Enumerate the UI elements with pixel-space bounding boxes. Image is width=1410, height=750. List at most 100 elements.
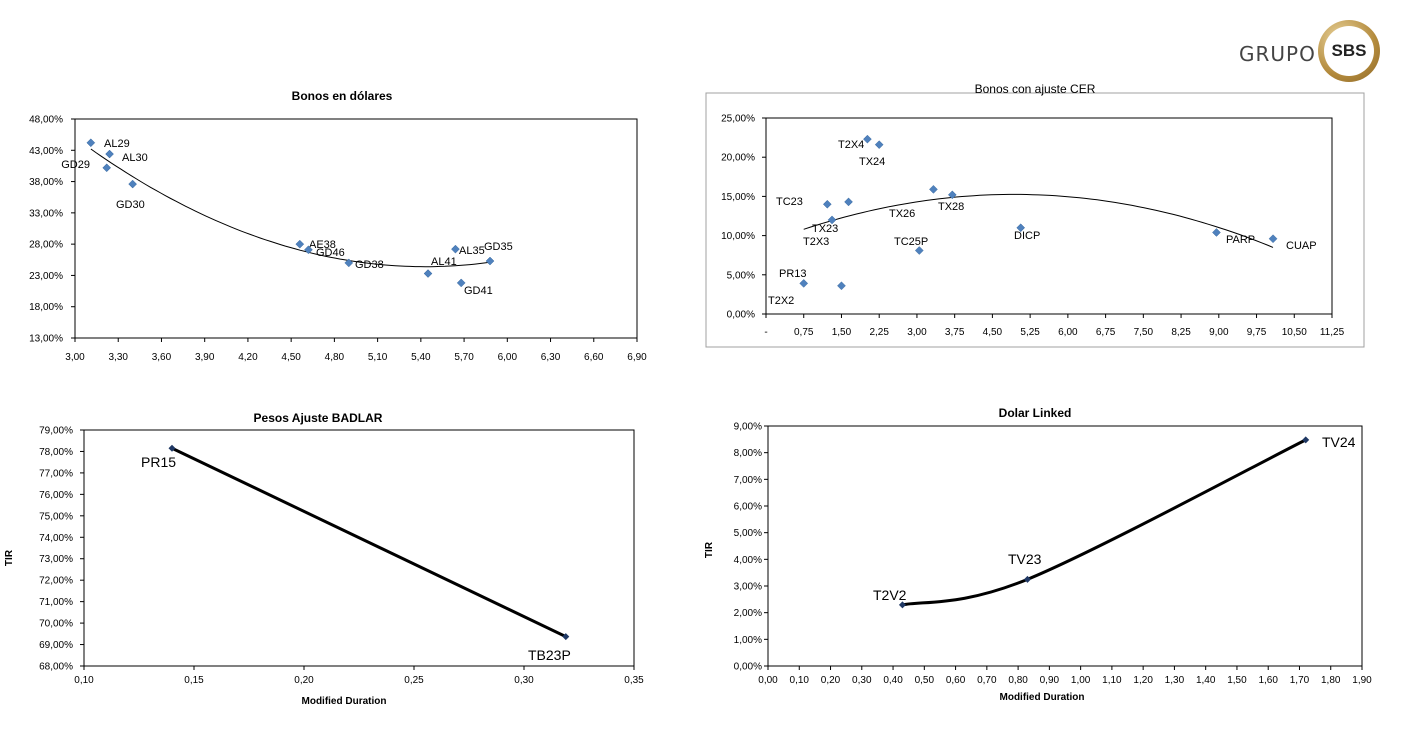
data-point-gd30	[128, 179, 137, 189]
x-tick-label: 6,00	[1058, 327, 1078, 338]
x-tick-label: 0,00	[758, 675, 778, 686]
data-label-ae38: AE38	[309, 239, 336, 251]
y-tick-label: 74,00%	[39, 533, 73, 544]
logo-badge: SBS	[1324, 26, 1374, 76]
y-tick-label: 20,00%	[721, 153, 755, 164]
data-label-tc23: TC23	[776, 196, 803, 208]
y-tick-label: 38,00%	[29, 177, 63, 188]
x-axis-title: Modified Duration	[1000, 692, 1085, 703]
y-tick-label: 4,00%	[734, 555, 762, 566]
x-tick-label: -	[764, 327, 767, 338]
x-tick-label: 9,75	[1247, 327, 1267, 338]
data-point-al41	[423, 269, 433, 278]
y-tick-label: 10,00%	[721, 231, 755, 242]
x-tick-label: 1,70	[1290, 675, 1310, 686]
y-tick-label: 78,00%	[39, 447, 73, 458]
data-point-tc25p	[914, 246, 924, 255]
data-label-tv24: TV24	[1322, 434, 1356, 450]
y-tick-label: 1,00%	[734, 635, 762, 646]
data-label-al29: AL29	[104, 138, 130, 150]
x-tick-label: 6,60	[584, 352, 604, 363]
data-label-t2x4: T2X4	[838, 139, 864, 151]
data-label-gd38: GD38	[355, 259, 384, 271]
data-point-dicp	[1016, 223, 1026, 233]
x-tick-label: 6,30	[541, 352, 561, 363]
y-tick-label: 15,00%	[721, 192, 755, 203]
data-point-gd46	[304, 245, 313, 255]
plot-area	[74, 118, 638, 339]
x-tick-label: 4,50	[281, 352, 301, 363]
x-axis-title: Modified Duration	[302, 696, 387, 707]
x-tick-label: 5,70	[454, 352, 474, 363]
x-tick-label: 0,70	[977, 675, 997, 686]
y-axis-title: TIR	[704, 541, 715, 558]
data-label-al35: AL35	[459, 245, 485, 257]
data-point-pr15	[168, 444, 176, 452]
y-tick-label: 6,00%	[734, 502, 762, 513]
data-label-gd29: GD29	[61, 159, 90, 171]
y-tick-label: 73,00%	[39, 554, 73, 565]
data-point-tx26	[929, 184, 938, 194]
y-tick-label: 23,00%	[29, 271, 63, 282]
trend-line	[90, 148, 491, 268]
y-tick-label: 28,00%	[29, 240, 63, 251]
y-tick-label: 69,00%	[39, 640, 73, 651]
x-tick-label: 0,25	[404, 675, 424, 686]
y-tick-label: 72,00%	[39, 576, 73, 587]
x-tick-label: 1,60	[1258, 675, 1278, 686]
data-point-cuap	[1268, 234, 1278, 244]
data-point-gd38	[344, 258, 354, 268]
data-label-gd46: GD46	[316, 247, 345, 259]
y-tick-label: 8,00%	[734, 448, 762, 459]
x-tick-label: 1,30	[1165, 675, 1185, 686]
y-axis-title: TIR	[4, 549, 15, 566]
x-tick-label: 6,90	[627, 352, 647, 363]
data-label-tv23: TV23	[1008, 551, 1042, 567]
y-tick-label: 18,00%	[29, 302, 63, 313]
y-tick-label: 25,00%	[721, 114, 755, 125]
data-label-parp: PARP	[1226, 234, 1255, 246]
x-tick-label: 1,00	[1071, 675, 1091, 686]
data-label-cuap: CUAP	[1286, 240, 1317, 252]
x-tick-label: 0,50	[915, 675, 935, 686]
chart-c1: Bonos en dólares 48,00% 43,00% 38,00% 33,00%…	[29, 89, 647, 363]
data-label-pr15: PR15	[141, 454, 176, 470]
plot-area	[767, 425, 1363, 667]
x-tick-label: 4,20	[238, 352, 258, 363]
logo-text: GRUPO	[1239, 42, 1316, 66]
y-tick-label: 76,00%	[39, 490, 73, 501]
y-tick-label: 68,00%	[39, 662, 73, 673]
data-label-al30: AL30	[122, 152, 148, 164]
brand-logo: GRUPO SBS	[1230, 18, 1390, 90]
y-tick-label: 75,00%	[39, 511, 73, 522]
y-tick-label: 5,00%	[734, 528, 762, 539]
y-tick-label: 71,00%	[39, 597, 73, 608]
x-tick-label: 2,25	[869, 327, 889, 338]
data-label-t2x3: T2X3	[803, 236, 829, 248]
data-label-tx28: TX28	[938, 201, 964, 213]
x-tick-label: 8,25	[1171, 327, 1191, 338]
data-label-al41: AL41	[431, 256, 457, 268]
data-label-tb23p: TB23P	[528, 647, 571, 663]
chart-title: Bonos en dólares	[292, 89, 393, 103]
x-tick-label: 11,25	[1320, 327, 1345, 338]
data-point-t2x2	[837, 281, 846, 291]
data-point-al29	[86, 138, 96, 148]
x-tick-label: 1,40	[1196, 675, 1216, 686]
chart-outer-frame	[705, 92, 1365, 348]
x-tick-label: 3,60	[152, 352, 172, 363]
data-label-t2v2: T2V2	[873, 587, 907, 603]
data-point-tx24	[874, 140, 884, 150]
x-tick-label: 9,00	[1209, 327, 1229, 338]
x-tick-label: 0,30	[514, 675, 534, 686]
y-tick-label: 0,00%	[734, 662, 762, 673]
chart-c3: Pesos Ajuste BADLAR 79,00% 78,00% 77,00% 76,…	[4, 411, 644, 707]
x-tick-label: 3,00	[65, 352, 85, 363]
chart-title: Dolar Linked	[999, 406, 1072, 420]
x-tick-label: 1,50	[832, 327, 852, 338]
chart-title: Bonos con ajuste CER	[975, 82, 1096, 96]
chart-title: Pesos Ajuste BADLAR	[254, 411, 383, 425]
y-tick-label: 3,00%	[734, 582, 762, 593]
trend-line	[803, 193, 1274, 248]
y-tick-label: 77,00%	[39, 468, 73, 479]
